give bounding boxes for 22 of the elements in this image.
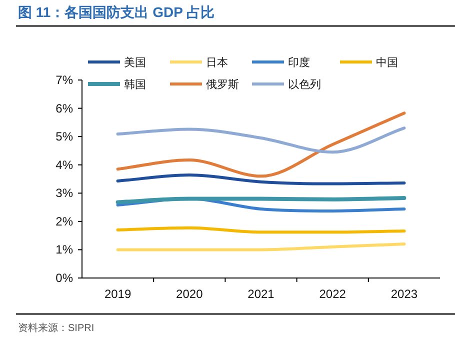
y-tick-label: 1%	[56, 242, 74, 257]
y-tick-label: 2%	[56, 214, 74, 228]
legend-label: 中国	[376, 56, 398, 69]
y-tick-label: 7%	[56, 73, 74, 87]
y-tick-label: 5%	[56, 130, 74, 144]
x-tick-label: 2023	[390, 287, 418, 301]
legend-label: 以色列	[288, 78, 321, 91]
legend-label: 韩国	[124, 78, 146, 91]
y-tick-label: 6%	[56, 101, 74, 116]
legend-label: 俄罗斯	[206, 78, 239, 91]
legend-label: 日本	[206, 56, 228, 69]
legend-label: 美国	[124, 56, 146, 69]
title: 图 11：各国国防支出 GDP 占比	[18, 4, 215, 20]
x-tick-label: 2022	[319, 287, 346, 301]
x-tick-label: 2021	[248, 287, 275, 301]
annotation: 资料来源：SIPRI	[18, 323, 94, 334]
y-tick-label: 4%	[56, 158, 74, 172]
y-tick-label: 0%	[56, 271, 74, 285]
y-tick-label: 3%	[56, 186, 74, 200]
x-tick-label: 2020	[176, 287, 204, 301]
legend-label: 印度	[288, 56, 310, 69]
x-tick-label: 2019	[104, 287, 132, 301]
